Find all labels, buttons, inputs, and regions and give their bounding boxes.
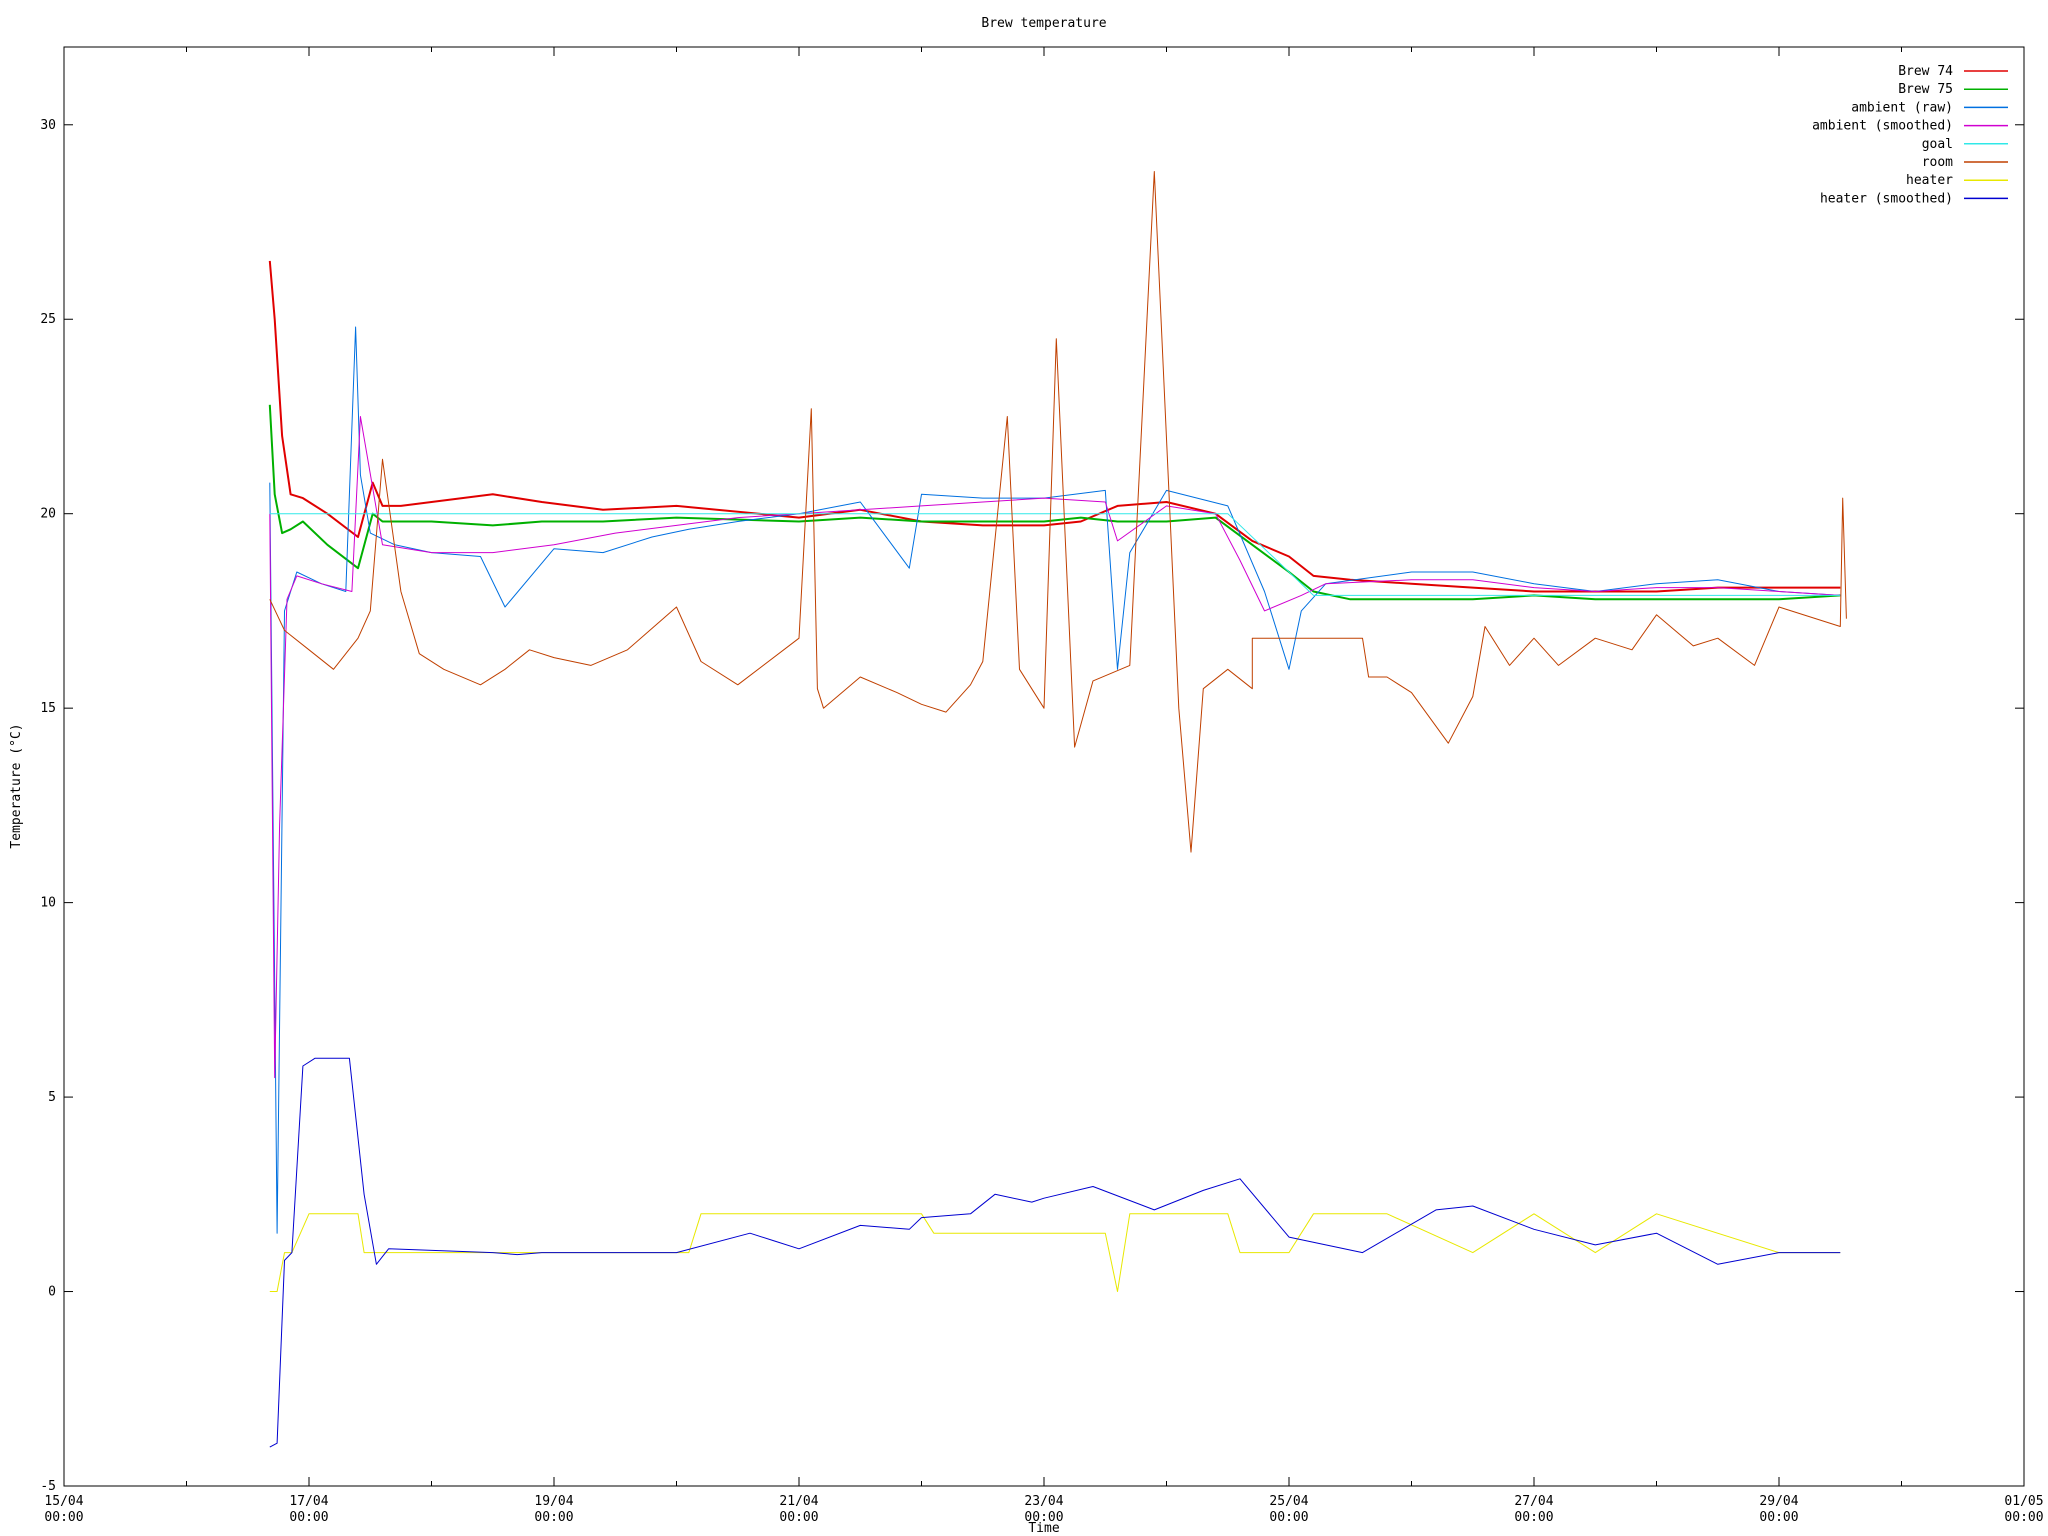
y-tick-label: -5: [40, 1479, 56, 1494]
series-line-ambient-raw: [269, 326, 1841, 1234]
y-tick-label: 30: [40, 118, 56, 133]
legend-label-room: room: [1922, 155, 1953, 170]
series-layer: [268, 171, 1847, 1448]
x-tick-label-time: 00:00: [534, 1510, 573, 1525]
legend-label-ambient-smoothed: ambient (smoothed): [1812, 119, 1953, 134]
x-tick-label-date: 21/04: [779, 1494, 818, 1509]
y-tick-label: 25: [40, 312, 56, 327]
x-tick-label-time: 00:00: [2004, 1510, 2043, 1525]
axes-layer: -505101520253015/0400:0017/0400:0019/040…: [40, 46, 2044, 1525]
y-tick-label: 20: [40, 507, 56, 522]
legend: Brew 74 Brew 75 ambient (raw) ambient (smoo…: [1812, 64, 2008, 206]
x-tick-label-date: 15/04: [44, 1494, 83, 1509]
legend-label-heater-smoothed: heater (smoothed): [1820, 191, 1953, 206]
x-tick-label-time: 00:00: [1269, 1510, 1308, 1525]
series-line-goal: [269, 513, 1841, 596]
x-tick-label-date: 17/04: [289, 1494, 328, 1509]
legend-label-brew-74: Brew 74: [1898, 64, 1953, 79]
series-line-heater-smoothed: [269, 1057, 1841, 1448]
series-line-brew-75: [268, 404, 1841, 601]
x-tick-label-time: 00:00: [1024, 1510, 1063, 1525]
x-tick-label-time: 00:00: [44, 1510, 83, 1525]
x-tick-label-time: 00:00: [289, 1510, 328, 1525]
x-tick-label-date: 01/05: [2004, 1494, 2043, 1509]
y-tick-label: 5: [48, 1090, 56, 1105]
legend-label-ambient-raw: ambient (raw): [1851, 100, 1953, 115]
y-tick-label: 10: [40, 896, 56, 911]
legend-label-brew-75: Brew 75: [1898, 82, 1953, 97]
x-tick-label-time: 00:00: [779, 1510, 818, 1525]
series-line-brew-74: [268, 260, 1841, 593]
x-axis-label: Time: [1028, 1521, 1059, 1536]
series-line-ambient-smoothed: [269, 416, 1841, 1079]
x-tick-label-date: 29/04: [1759, 1494, 1798, 1509]
x-tick-label-time: 00:00: [1514, 1510, 1553, 1525]
x-tick-label-date: 27/04: [1514, 1494, 1553, 1509]
series-line-room: [269, 171, 1847, 853]
x-tick-label-date: 19/04: [534, 1494, 573, 1509]
x-tick-label-time: 00:00: [1759, 1510, 1798, 1525]
chart-title: Brew temperature: [981, 16, 1106, 31]
y-tick-label: 15: [40, 701, 56, 716]
series-line-heater: [269, 1213, 1841, 1292]
legend-label-heater: heater: [1906, 173, 1953, 188]
plot-frame: [63, 46, 2025, 1487]
y-tick-label: 0: [48, 1285, 56, 1300]
y-axis-label: Temperature (°C): [9, 723, 24, 848]
x-tick-label-date: 23/04: [1024, 1494, 1063, 1509]
legend-label-goal: goal: [1922, 137, 1953, 152]
x-tick-label-date: 25/04: [1269, 1494, 1308, 1509]
